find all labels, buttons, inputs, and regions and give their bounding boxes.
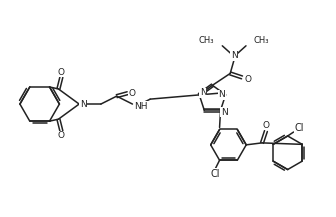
Text: NH: NH <box>134 102 148 110</box>
Text: N: N <box>80 100 86 108</box>
Text: O: O <box>129 89 136 98</box>
Text: N: N <box>221 108 228 117</box>
Text: Cl: Cl <box>211 169 220 179</box>
Text: N: N <box>200 88 207 97</box>
Text: O: O <box>245 75 251 84</box>
Text: Cl: Cl <box>295 123 304 133</box>
Text: CH₃: CH₃ <box>199 36 214 45</box>
Text: O: O <box>58 132 65 140</box>
Text: N: N <box>218 90 225 99</box>
Text: N: N <box>231 51 238 60</box>
Text: CH₃: CH₃ <box>254 36 269 45</box>
Text: O: O <box>58 68 65 77</box>
Text: O: O <box>262 121 269 130</box>
